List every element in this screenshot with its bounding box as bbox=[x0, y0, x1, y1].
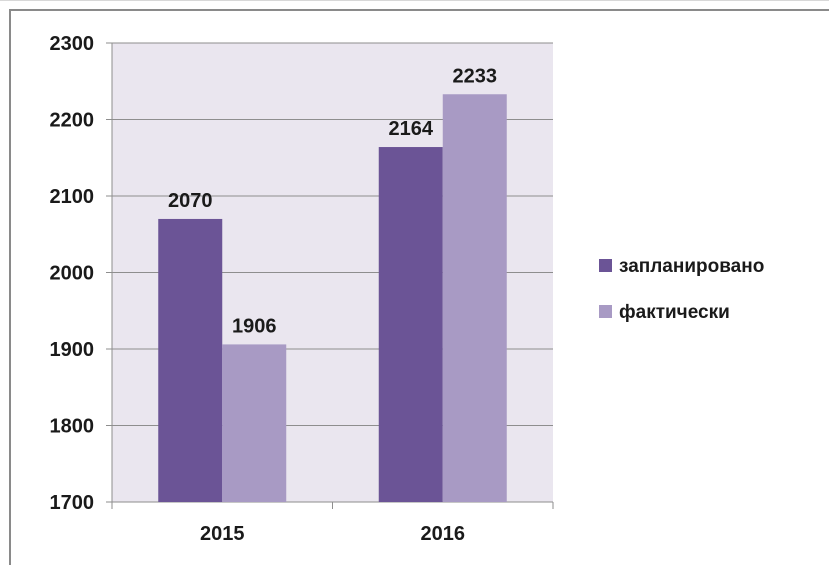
data-label: 1906 bbox=[232, 315, 277, 337]
y-tick-label: 2300 bbox=[50, 33, 95, 55]
y-tick-label: 2000 bbox=[50, 263, 95, 285]
x-tick-label: 2015 bbox=[200, 523, 245, 545]
legend-label: запланировано bbox=[619, 256, 764, 277]
data-labels: 2070 1906 2164 2233 bbox=[168, 65, 497, 337]
x-tick-label: 2016 bbox=[421, 523, 466, 545]
legend-swatch bbox=[599, 305, 612, 318]
bar-2016-series-0 bbox=[378, 147, 443, 503]
legend-swatch bbox=[599, 259, 612, 272]
y-tick-label: 1900 bbox=[50, 339, 95, 361]
legend: запланировано фактически bbox=[599, 256, 764, 323]
legend-label: фактически bbox=[619, 302, 730, 323]
y-tick-label: 2100 bbox=[50, 186, 95, 208]
bars bbox=[158, 94, 507, 503]
data-label: 2233 bbox=[453, 65, 498, 87]
bar-2015-series-0 bbox=[158, 218, 223, 502]
data-label: 2164 bbox=[389, 118, 434, 140]
x-axis: 2015 2016 bbox=[111, 501, 554, 545]
bar-2015-series-1 bbox=[222, 344, 287, 502]
y-tick-label: 1800 bbox=[50, 416, 95, 438]
window-top-edge bbox=[0, 0, 829, 1]
y-axis: 1700 1800 1900 2000 2100 2200 2300 bbox=[50, 33, 113, 514]
data-label: 2070 bbox=[168, 190, 213, 212]
y-tick-label: 1700 bbox=[50, 492, 95, 514]
y-tick-label: 2200 bbox=[50, 110, 95, 132]
bar-2016-series-1 bbox=[442, 94, 507, 502]
